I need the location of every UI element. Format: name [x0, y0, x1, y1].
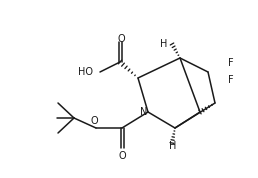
Text: H: H: [169, 141, 177, 151]
Text: O: O: [118, 151, 126, 161]
Text: HO: HO: [78, 67, 93, 77]
Text: H: H: [160, 39, 168, 49]
Text: F: F: [228, 75, 234, 85]
Text: O: O: [90, 116, 98, 126]
Text: N: N: [140, 107, 148, 117]
Text: F: F: [228, 58, 234, 68]
Text: O: O: [117, 34, 125, 44]
